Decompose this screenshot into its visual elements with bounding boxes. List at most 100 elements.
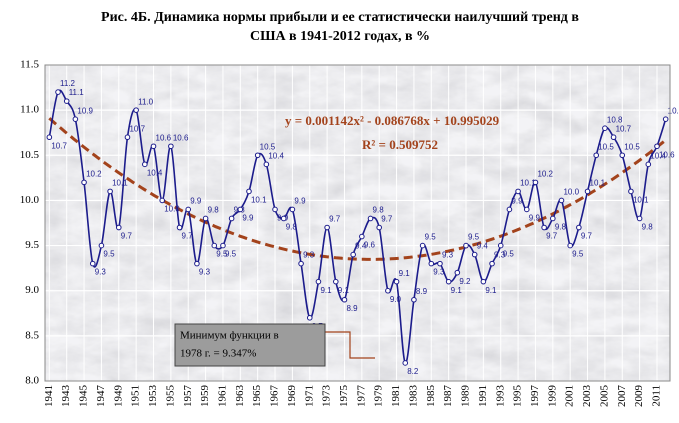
data-point	[584, 188, 591, 195]
data-point	[176, 224, 183, 231]
data-point	[645, 161, 652, 168]
data-point	[376, 224, 383, 231]
data-point	[185, 206, 192, 213]
data-point	[558, 197, 565, 204]
data-label: 9.7	[546, 232, 558, 241]
data-label: 9.7	[329, 215, 341, 224]
data-point	[81, 179, 87, 186]
data-point	[237, 206, 244, 213]
data-label: 9.3	[442, 251, 454, 260]
data-label: 10.7	[616, 124, 632, 133]
data-label: 9.9	[511, 197, 523, 206]
data-point	[220, 242, 226, 249]
x-tick-label: 2003	[581, 385, 593, 408]
y-tick-label: 9.0	[25, 284, 39, 296]
data-label: 10.1	[590, 179, 606, 188]
data-point	[497, 242, 504, 249]
data-point	[411, 296, 417, 303]
data-label: 9.8	[555, 223, 567, 232]
data-label: 11.1	[69, 88, 85, 97]
x-tick-label: 1993	[494, 385, 506, 408]
data-point	[142, 161, 148, 168]
data-label: 9.5	[216, 250, 228, 259]
data-label: 10.4	[147, 168, 163, 177]
data-point	[523, 206, 530, 213]
data-point	[289, 206, 296, 213]
x-tick-label: 1975	[338, 385, 350, 408]
data-label: 9.8	[208, 206, 220, 215]
data-point	[298, 260, 304, 267]
data-point	[541, 224, 547, 231]
data-label: 9.8	[642, 223, 654, 232]
x-tick-label: 1997	[529, 385, 541, 408]
data-label: 10.6	[156, 133, 172, 142]
x-tick-label: 1941	[43, 385, 55, 407]
y-tick-label: 8.5	[25, 329, 39, 341]
data-point	[246, 188, 252, 195]
data-point	[610, 134, 617, 141]
data-label: 9.2	[459, 277, 471, 286]
data-point	[489, 260, 495, 267]
data-point	[115, 224, 122, 231]
data-label: 10.7	[129, 124, 145, 133]
y-tick-label: 10.5	[20, 149, 40, 161]
data-label: 10.9	[77, 106, 93, 115]
data-label: 9.5	[103, 250, 115, 259]
callout-text: 1978 г. = 9.347%	[180, 348, 256, 360]
data-label: 9.8	[373, 206, 385, 215]
data-label: 9.1	[320, 286, 332, 295]
data-label: 9.6	[364, 241, 376, 250]
chart-title: Рис. 4Б. Динамика нормы прибыли и ее ста…	[101, 10, 579, 25]
x-tick-label: 1947	[95, 385, 107, 408]
data-point	[619, 152, 626, 159]
data-point	[367, 215, 374, 222]
data-label: 10.8	[607, 115, 623, 124]
x-tick-label: 1987	[442, 385, 454, 408]
data-point	[385, 287, 391, 294]
data-point	[402, 360, 409, 366]
data-label: 8.9	[416, 287, 428, 296]
data-point	[72, 116, 79, 122]
x-tick-label: 1963	[234, 385, 246, 408]
data-label: 9.7	[121, 232, 133, 241]
x-tick-label: 1971	[303, 385, 315, 407]
data-label: 10.5	[624, 142, 640, 151]
data-point	[636, 215, 643, 222]
data-label: 10.1	[520, 179, 536, 188]
data-point	[628, 188, 634, 195]
data-point	[576, 224, 582, 231]
data-label: 9.3	[494, 251, 506, 260]
data-label: 8.2	[407, 367, 419, 376]
data-label: 9.8	[286, 223, 298, 232]
x-tick-label: 1967	[269, 385, 281, 408]
data-label: 10.1	[112, 179, 128, 188]
data-point	[150, 143, 157, 150]
data-label: 9.1	[485, 286, 497, 295]
data-label: 10.6	[659, 150, 675, 159]
y-tick-label: 10.0	[20, 194, 40, 206]
trend-equation: y = 0.001142x² - 0.086768x + 10.995029	[285, 113, 500, 128]
x-tick-label: 1983	[407, 385, 419, 408]
data-point	[89, 260, 96, 267]
data-point	[107, 188, 113, 195]
data-point	[654, 143, 660, 150]
data-label: 9.5	[468, 233, 480, 242]
data-label: 9.0	[390, 295, 402, 304]
x-tick-label: 1979	[373, 385, 385, 408]
data-label: 9.1	[338, 286, 350, 295]
x-tick-label: 1995	[512, 385, 524, 408]
x-tick-label: 1951	[130, 385, 142, 407]
data-label: 9.9	[294, 197, 306, 206]
x-tick-label: 2011	[651, 385, 663, 407]
data-label: 9.9	[242, 214, 254, 223]
r-squared: R² = 0.509752	[362, 137, 438, 152]
x-tick-label: 1999	[546, 385, 558, 408]
x-tick-label: 1949	[112, 385, 124, 408]
data-label: 9.5	[225, 250, 237, 259]
data-label: 9.3	[433, 268, 445, 277]
data-point	[211, 242, 218, 249]
plot: 8.0 8.5 9.0 9.5 10.0 10.5 11.0 11.5 1941 1943 1945…	[20, 59, 679, 407]
data-point	[324, 224, 330, 231]
x-tick-label: 2007	[616, 385, 628, 408]
data-point	[593, 152, 600, 159]
